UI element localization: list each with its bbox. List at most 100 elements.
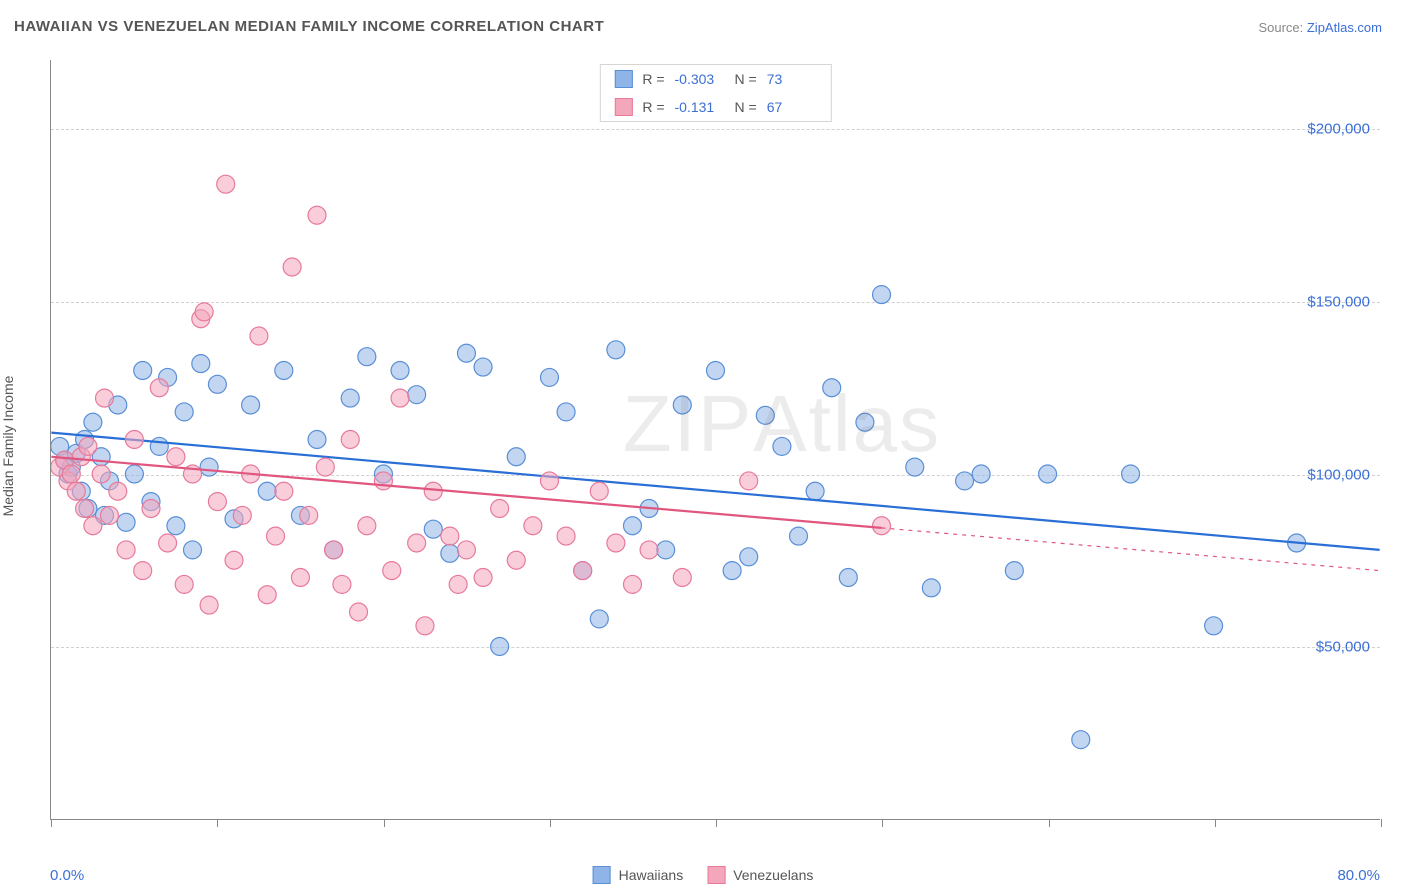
x-tick bbox=[550, 819, 551, 827]
scatter-point bbox=[557, 527, 575, 545]
r-value: -0.303 bbox=[675, 71, 725, 87]
scatter-point bbox=[408, 534, 426, 552]
scatter-point bbox=[806, 482, 824, 500]
scatter-point bbox=[956, 472, 974, 490]
r-label: R = bbox=[642, 99, 664, 115]
scatter-point bbox=[873, 286, 891, 304]
scatter-point bbox=[283, 258, 301, 276]
legend-label: Hawaiians bbox=[619, 867, 684, 883]
scatter-point bbox=[640, 541, 658, 559]
scatter-point bbox=[175, 403, 193, 421]
scatter-point bbox=[424, 482, 442, 500]
scatter-point bbox=[540, 368, 558, 386]
scatter-point bbox=[84, 413, 102, 431]
scatter-point bbox=[250, 327, 268, 345]
scatter-point bbox=[117, 541, 135, 559]
scatter-point bbox=[823, 379, 841, 397]
scatter-point bbox=[856, 413, 874, 431]
chart-title: HAWAIIAN VS VENEZUELAN MEDIAN FAMILY INC… bbox=[14, 18, 604, 35]
scatter-point bbox=[1122, 465, 1140, 483]
source-prefix: Source: bbox=[1258, 20, 1306, 35]
scatter-point bbox=[449, 575, 467, 593]
legend-item: Venezuelans bbox=[707, 866, 813, 884]
scatter-point bbox=[184, 541, 202, 559]
n-value: 73 bbox=[767, 71, 817, 87]
source-link[interactable]: ZipAtlas.com bbox=[1307, 20, 1382, 35]
x-axis-min-label: 0.0% bbox=[50, 867, 84, 884]
r-value: -0.131 bbox=[675, 99, 725, 115]
scatter-point bbox=[316, 458, 334, 476]
scatter-point bbox=[657, 541, 675, 559]
plot-area: R =-0.303N =73R =-0.131N =67 ZIPAtlas $5… bbox=[50, 60, 1380, 820]
scatter-point bbox=[96, 389, 114, 407]
scatter-point bbox=[623, 517, 641, 535]
y-axis-label: Median Family Income bbox=[0, 376, 16, 517]
scatter-point bbox=[574, 562, 592, 580]
scatter-point bbox=[922, 579, 940, 597]
trend-line bbox=[51, 433, 1379, 550]
scatter-point bbox=[906, 458, 924, 476]
scatter-point bbox=[557, 403, 575, 421]
scatter-point bbox=[491, 500, 509, 518]
scatter-point bbox=[457, 541, 475, 559]
scatter-point bbox=[507, 448, 525, 466]
scatter-point bbox=[258, 586, 276, 604]
scatter-point bbox=[673, 569, 691, 587]
scatter-point bbox=[1072, 731, 1090, 749]
scatter-point bbox=[740, 548, 758, 566]
scatter-point bbox=[67, 482, 85, 500]
scatter-point bbox=[76, 500, 94, 518]
legend-label: Venezuelans bbox=[733, 867, 813, 883]
scatter-point bbox=[524, 517, 542, 535]
scatter-point bbox=[195, 303, 213, 321]
r-label: R = bbox=[642, 71, 664, 87]
scatter-point bbox=[341, 431, 359, 449]
x-tick bbox=[384, 819, 385, 827]
scatter-point bbox=[491, 638, 509, 656]
scatter-point bbox=[200, 458, 218, 476]
scatter-point bbox=[441, 527, 459, 545]
scatter-point bbox=[275, 482, 293, 500]
scatter-point bbox=[275, 362, 293, 380]
scatter-point bbox=[972, 465, 990, 483]
correlation-stats-box: R =-0.303N =73R =-0.131N =67 bbox=[599, 64, 831, 122]
scatter-point bbox=[773, 437, 791, 455]
scatter-point bbox=[839, 569, 857, 587]
scatter-point bbox=[92, 465, 110, 483]
scatter-point bbox=[391, 389, 409, 407]
scatter-point bbox=[383, 562, 401, 580]
scatter-point bbox=[358, 348, 376, 366]
scatter-point bbox=[100, 506, 118, 524]
scatter-point bbox=[350, 603, 368, 621]
scatter-point bbox=[325, 541, 343, 559]
scatter-point bbox=[607, 341, 625, 359]
scatter-point bbox=[308, 206, 326, 224]
legend-item: Hawaiians bbox=[593, 866, 684, 884]
scatter-point bbox=[62, 465, 80, 483]
scatter-point bbox=[474, 358, 492, 376]
x-tick bbox=[1049, 819, 1050, 827]
scatter-point bbox=[607, 534, 625, 552]
x-tick bbox=[1215, 819, 1216, 827]
scatter-point bbox=[167, 448, 185, 466]
x-tick bbox=[51, 819, 52, 827]
x-axis-max-label: 80.0% bbox=[1337, 867, 1380, 884]
scatter-point bbox=[457, 344, 475, 362]
scatter-point bbox=[408, 386, 426, 404]
source-attribution: Source: ZipAtlas.com bbox=[1258, 20, 1382, 35]
scatter-point bbox=[333, 575, 351, 593]
legend-swatch bbox=[614, 98, 632, 116]
chart-container: HAWAIIAN VS VENEZUELAN MEDIAN FAMILY INC… bbox=[0, 0, 1406, 892]
scatter-point bbox=[507, 551, 525, 569]
scatter-point bbox=[756, 406, 774, 424]
scatter-point bbox=[142, 500, 160, 518]
scatter-point bbox=[416, 617, 434, 635]
scatter-point bbox=[308, 431, 326, 449]
scatter-point bbox=[590, 482, 608, 500]
scatter-point bbox=[300, 506, 318, 524]
scatter-point bbox=[159, 534, 177, 552]
scatter-point bbox=[125, 465, 143, 483]
scatter-point bbox=[109, 482, 127, 500]
scatter-point bbox=[134, 562, 152, 580]
stat-row: R =-0.131N =67 bbox=[600, 93, 830, 121]
